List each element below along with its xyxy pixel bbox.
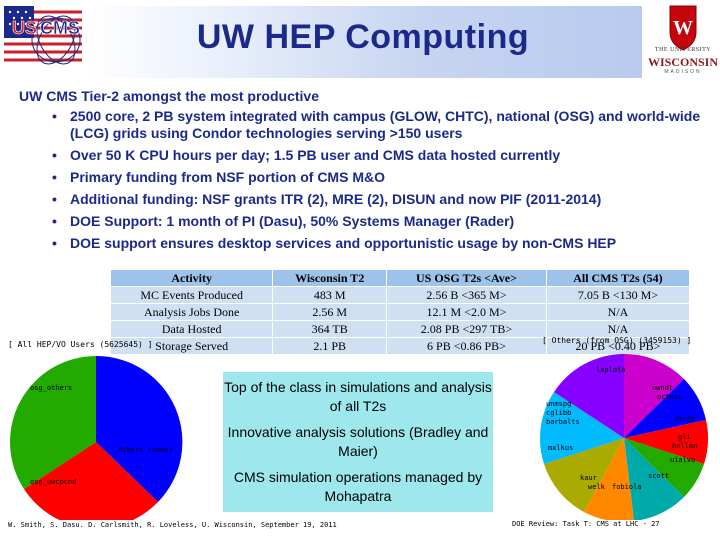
pie-label: kaur bbox=[580, 474, 597, 482]
callout-text: Top of the class in simulations and anal… bbox=[224, 379, 492, 414]
column-header: Wisconsin T2 bbox=[272, 269, 388, 287]
table-cell: Storage Served bbox=[109, 337, 274, 355]
pie-label: cglibb bbox=[546, 409, 572, 417]
table-cell: 2.56 B <365 M> bbox=[386, 286, 547, 304]
slide-header: US CMS UW HEP Computing W THE UNIVERSITY… bbox=[0, 0, 720, 80]
bullet-item: • Primary funding from NSF portion of CMS… bbox=[52, 169, 385, 185]
highlight-callout: Top of the class in simulations and anal… bbox=[223, 372, 493, 512]
pie-slice bbox=[624, 420, 709, 464]
pie-label: osg_uwcpcnd bbox=[30, 478, 77, 486]
pie-label: laplata bbox=[596, 366, 626, 374]
right-pie-caption: [ Others (from OSG) (3459153) ] bbox=[542, 336, 692, 345]
table-cell: 2.56 M bbox=[272, 303, 388, 321]
pie-label: osg_others bbox=[30, 384, 73, 392]
pie-slice bbox=[554, 354, 624, 438]
pie-slice bbox=[540, 392, 624, 464]
pie-slice bbox=[624, 353, 684, 438]
svg-text:CMS: CMS bbox=[40, 18, 80, 38]
footer-page-info: DOE Review: Task T: CMS at LHC - 27 bbox=[512, 520, 660, 528]
right-pie-image bbox=[540, 353, 709, 520]
footer-authors: W. Smith, S. Dasu. D. Carlsmith, R. Love… bbox=[8, 521, 337, 529]
table-cell: N/A bbox=[545, 320, 691, 338]
pie-label: mxlkus bbox=[548, 444, 574, 452]
column-header: US OSG T2s <Ave> bbox=[386, 269, 547, 287]
uscms-logo: US CMS bbox=[4, 6, 82, 68]
uw-crest-icon: W bbox=[669, 5, 697, 51]
pie-label: pctecc bbox=[657, 393, 683, 401]
table-cell: 7.05 B <130 M> bbox=[545, 286, 691, 304]
bullet-dot: • bbox=[52, 213, 57, 229]
bullet-dot: • bbox=[52, 169, 57, 185]
table-cell: 2.08 PB <297 TB> bbox=[386, 320, 547, 338]
pie-label: barbalts bbox=[546, 418, 580, 426]
pie-label: gli bbox=[678, 433, 691, 441]
pie-label: unmspg bbox=[546, 400, 572, 408]
pie-slice bbox=[624, 379, 706, 438]
pie-label: welk bbox=[588, 483, 605, 491]
pie-slice bbox=[544, 438, 624, 512]
intro-line: UW CMS Tier-2 amongst the most productiv… bbox=[19, 88, 319, 104]
pie-slice bbox=[584, 438, 634, 520]
table-row: Analysis Jobs Done 2.56 M 12.1 M <2.0 M>… bbox=[109, 303, 691, 321]
pie-label: fobiola bbox=[612, 483, 642, 491]
svg-text:US: US bbox=[12, 18, 37, 38]
table-cell: MC Events Produced bbox=[109, 286, 274, 304]
bullet-dot: • bbox=[52, 191, 57, 207]
pie-slice bbox=[624, 438, 704, 497]
callout-text: Innovative analysis solutions (Bradley a… bbox=[227, 424, 489, 459]
table-row: MC Events Produced 483 M 2.56 B <365 M> … bbox=[109, 286, 691, 304]
bullet-item: • Over 50 K CPU hours per day; 1.5 PB use… bbox=[52, 147, 561, 163]
bullet-list: • 2500 core, 2 PB system integrated with … bbox=[52, 108, 712, 257]
pie-label: uwndt bbox=[652, 384, 674, 392]
table-row: Data Hosted 364 TB 2.08 PB <297 TB> N/A bbox=[109, 320, 691, 338]
bullet-dot: • bbox=[52, 108, 57, 124]
column-header: Activity bbox=[109, 269, 274, 287]
table-cell: N/A bbox=[545, 303, 691, 321]
table-cell: 6 PB <0.86 PB> bbox=[386, 337, 547, 355]
pie-slice bbox=[24, 442, 158, 520]
left-pie-caption: [ All HEP/VO Users (5625645) ] bbox=[8, 340, 153, 349]
bullet-item: • DOE support ensures desktop services an… bbox=[52, 235, 617, 251]
uw-logo-text-madison: MADISON bbox=[664, 69, 702, 75]
table-cell: Analysis Jobs Done bbox=[109, 303, 274, 321]
table-cell: 12.1 M <2.0 M> bbox=[386, 303, 547, 321]
slide-title: UW HEP Computing bbox=[196, 18, 530, 56]
table-cell: Data Hosted bbox=[109, 320, 274, 338]
bullet-dot: • bbox=[52, 235, 57, 251]
pie-slice bbox=[624, 438, 684, 520]
svg-text:W: W bbox=[673, 17, 693, 39]
callout-text: CMS simulation operations managed by Moh… bbox=[233, 469, 483, 504]
pie-label: Others (none) bbox=[118, 446, 173, 454]
table-cell: 2.1 PB bbox=[272, 337, 388, 355]
column-header: All CMS T2s (54) bbox=[545, 269, 691, 287]
pie-label: uialvo bbox=[670, 456, 696, 464]
uw-logo-text-small: THE UNIVERSITY bbox=[654, 47, 712, 53]
left-pie-image bbox=[10, 355, 183, 520]
pie-slice bbox=[10, 356, 96, 489]
table-header-row: Activity Wisconsin T2 US OSG T2s <Ave> A… bbox=[109, 269, 691, 287]
table-cell: 20 PB <0.40 PB> bbox=[545, 337, 691, 355]
title-band bbox=[84, 6, 642, 78]
activity-table: Activity Wisconsin T2 US OSG T2s <Ave> A… bbox=[109, 269, 691, 355]
bullet-item: • 2500 core, 2 PB system integrated with … bbox=[52, 108, 701, 141]
table-cell: 364 TB bbox=[272, 320, 388, 338]
pie-slice bbox=[96, 355, 183, 502]
bullet-item: • DOE Support: 1 month of PI (Dasu), 50% … bbox=[52, 213, 515, 229]
pie-label: scott bbox=[648, 472, 670, 480]
table-row: Storage Served 2.1 PB 6 PB <0.86 PB> 20 … bbox=[109, 337, 691, 355]
bullet-item: • Additional funding: NSF grants ITR (2),… bbox=[52, 191, 602, 207]
uw-logo-text: WISCONSIN bbox=[648, 55, 719, 69]
pie-label: afram bbox=[674, 415, 696, 423]
table-cell: 483 M bbox=[272, 286, 388, 304]
pie-label: hxllmn bbox=[672, 442, 698, 450]
bullet-dot: • bbox=[52, 147, 57, 163]
